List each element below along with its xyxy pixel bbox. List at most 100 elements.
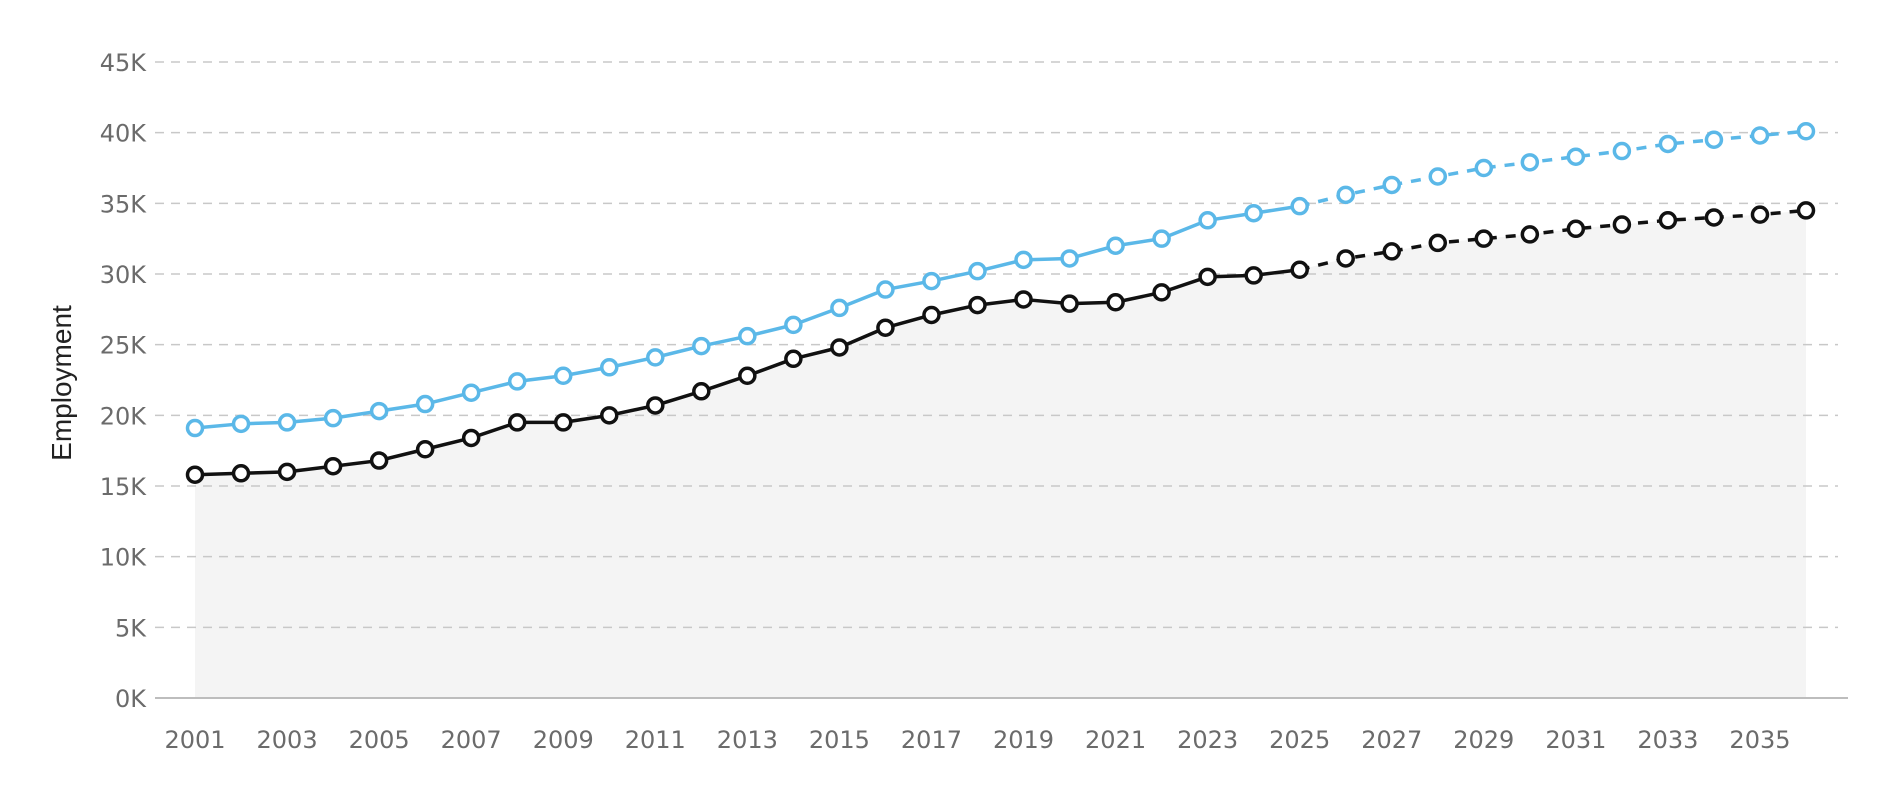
data-point (1290, 196, 1309, 216)
x-tick-label: 2017 (901, 726, 962, 754)
data-point (1704, 208, 1724, 227)
data-point (1014, 290, 1033, 309)
series-layer (185, 122, 1816, 484)
data-point (1106, 236, 1125, 255)
data-point (1060, 249, 1079, 268)
data-point (231, 414, 251, 434)
data-point (1704, 130, 1724, 149)
data-point (1658, 134, 1678, 154)
x-tick-label: 2003 (257, 726, 318, 754)
data-point (1796, 201, 1816, 220)
data-point (1428, 167, 1448, 186)
data-point (231, 464, 251, 483)
data-point (1796, 122, 1816, 141)
data-point (784, 349, 803, 369)
data-point (461, 428, 481, 448)
data-point (1382, 242, 1401, 261)
data-point (1152, 283, 1171, 302)
data-point (415, 394, 435, 414)
data-point (1198, 267, 1217, 287)
data-point (1520, 153, 1540, 172)
x-tick-label: 2023 (1177, 726, 1238, 754)
y-tick-label: 40K (100, 120, 148, 148)
data-point (1060, 294, 1079, 313)
y-tick-label: 35K (100, 190, 148, 218)
data-point (1566, 219, 1586, 239)
data-point (968, 261, 987, 281)
data-point (968, 295, 987, 315)
data-point (507, 372, 527, 391)
data-point (507, 413, 527, 432)
shaded-area (195, 210, 1806, 698)
data-point (1566, 147, 1586, 166)
data-point (1336, 185, 1355, 205)
data-point (277, 413, 297, 432)
data-point (830, 338, 849, 357)
x-tick-label: 2035 (1729, 726, 1790, 754)
data-point (922, 305, 941, 325)
data-point (461, 383, 481, 402)
x-tick-label: 2029 (1453, 726, 1514, 754)
data-point (553, 366, 573, 386)
data-point (692, 382, 711, 401)
data-point (922, 271, 941, 291)
data-point (738, 326, 757, 346)
y-tick-label: 20K (100, 402, 148, 430)
x-tick-label: 2001 (164, 726, 225, 754)
y-axis-label: Employment (46, 305, 77, 461)
data-point (1612, 141, 1632, 161)
x-tick-label: 2007 (441, 726, 502, 754)
y-tick-label: 45K (100, 49, 148, 77)
data-point (415, 440, 435, 459)
data-point (185, 418, 205, 438)
y-axis-ticks: 0K 5K 10K 15K 20K 25K 30K 35K 40K 45K (100, 49, 148, 713)
data-point (876, 280, 895, 299)
shaded-area-layer (195, 210, 1806, 698)
data-point (1152, 229, 1171, 248)
series-2 (185, 201, 1816, 484)
x-tick-label: 2011 (625, 726, 686, 754)
x-axis-ticks: 2001 2003 2005 2007 2009 2011 2013 2015 2017 2019… (164, 726, 1790, 754)
x-tick-label: 2015 (809, 726, 870, 754)
data-point (738, 366, 757, 386)
data-point (1382, 175, 1401, 195)
data-point (1106, 293, 1125, 312)
data-point (600, 358, 619, 377)
x-tick-label: 2009 (533, 726, 594, 754)
y-tick-label: 0K (115, 685, 147, 713)
y-tick-label: 5K (115, 614, 147, 642)
series-line-projected (1299, 129, 1807, 208)
x-tick-label: 2019 (993, 726, 1054, 754)
data-point (646, 348, 665, 367)
y-tick-label: 10K (100, 544, 148, 572)
gridlines (155, 61, 1848, 699)
data-point (600, 406, 619, 425)
data-point (1612, 215, 1632, 234)
data-point (1244, 203, 1263, 223)
data-point (784, 315, 803, 335)
data-point (1428, 233, 1448, 253)
data-point (553, 413, 573, 432)
data-point (1290, 260, 1309, 280)
data-point (323, 456, 343, 476)
x-tick-label: 2021 (1085, 726, 1146, 754)
x-tick-label: 2033 (1637, 726, 1698, 754)
data-point (830, 298, 849, 318)
data-point (692, 336, 711, 356)
y-tick-label: 15K (100, 473, 148, 501)
data-point (277, 462, 297, 482)
y-tick-label: 25K (100, 332, 148, 360)
data-point (1750, 205, 1770, 224)
x-tick-label: 2025 (1269, 726, 1330, 754)
data-point (1244, 266, 1263, 285)
data-point (1520, 225, 1540, 244)
data-point (1198, 211, 1217, 230)
y-tick-label: 30K (100, 261, 148, 289)
x-tick-label: 2013 (717, 726, 778, 754)
series-1 (185, 122, 1816, 438)
data-point (1750, 126, 1770, 145)
x-tick-label: 2005 (349, 726, 410, 754)
data-point (1014, 250, 1033, 270)
x-tick-label: 2027 (1361, 726, 1422, 754)
